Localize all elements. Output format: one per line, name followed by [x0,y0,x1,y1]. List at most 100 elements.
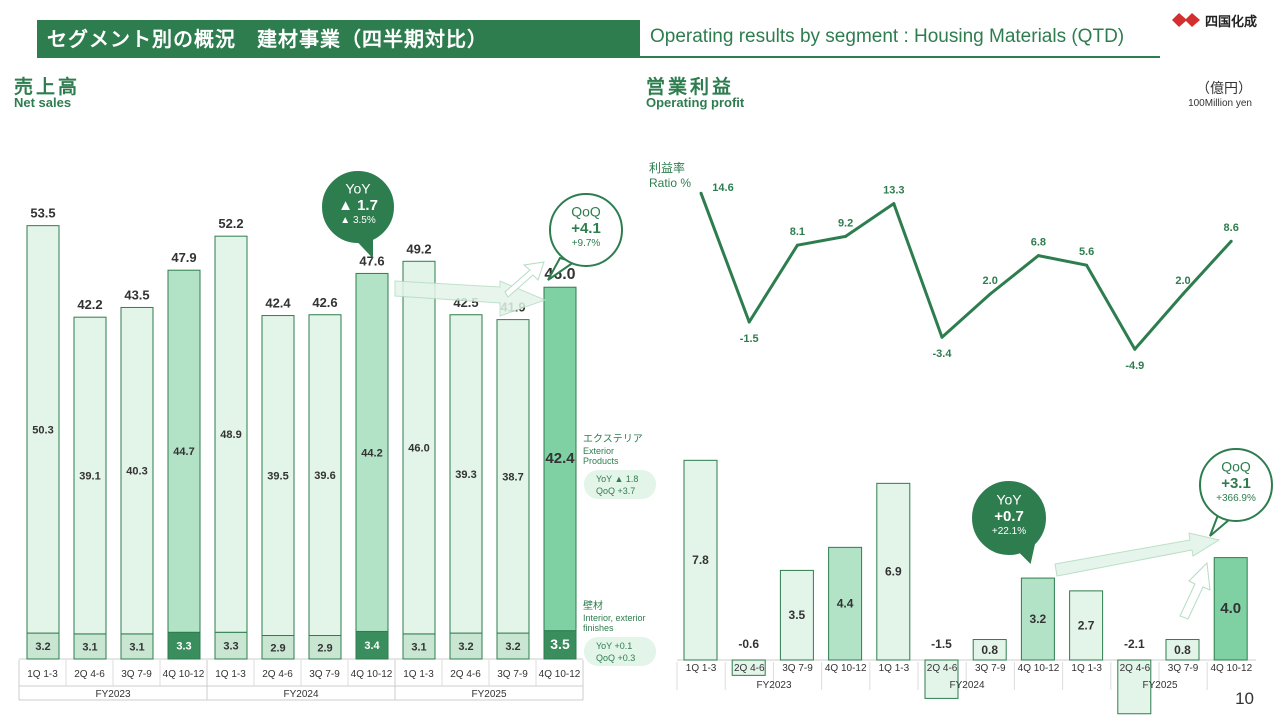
profit-arrow-up-shape [1179,561,1211,620]
profit-qoq-title: QoQ [1221,458,1251,474]
legend-exterior-badge [584,470,656,499]
profit-bar-label: 6.9 [885,565,902,579]
sales-bar-wall [543,630,577,660]
profit-bar-label: 3.5 [789,608,806,622]
logo-mark-icon [1172,13,1200,27]
sales-total-label: 49.2 [406,241,431,256]
sales-bar-exterior [543,286,577,632]
sales-yoy-pct: ▲ 3.5% [340,215,376,226]
legend-wall-badge [584,637,656,666]
sales-total-label: 52.2 [218,216,243,231]
sales-yoy-value: ▲ 1.7 [338,197,378,214]
profit-bar-label: 4.4 [837,597,854,611]
sales-group-label: FY2025 [471,689,506,700]
ratio-label: 2.0 [1175,275,1190,287]
logo-text: 四国化成 [1205,14,1258,30]
sales-arrow-up-shape [504,261,545,298]
sales-wall-label: 2.9 [317,642,332,654]
profit-category-label: 1Q 1-3 [879,663,910,674]
ratio-point [988,292,992,296]
slide-title-en: Operating results by segment : Housing M… [650,26,1125,47]
sales-qoq-bubble [549,193,623,267]
sales-exterior-label: 42.4 [545,450,575,467]
ratio-line [699,192,1233,351]
sales-bar-exterior [308,314,342,637]
sales-total-label: 47.6 [359,253,384,268]
profit-bar-label: 7.8 [692,553,709,567]
sales-bar-exterior [214,235,248,633]
profit-bar [683,459,718,661]
profit-group-label: FY2023 [756,680,791,691]
sales-category-label: 4Q 10-12 [351,669,393,680]
sales-yoy-bubble [322,171,394,243]
ratio-point [892,202,896,206]
profit-bar [779,569,814,661]
ratio-ylabel: Ratio % [649,176,691,190]
ratio-point [940,335,944,339]
legend-exterior-jp: エクステリア [583,433,643,445]
ratio-point [1181,292,1185,296]
sales-group-label: FY2023 [95,689,130,700]
legend-wall-en2: finishes [583,623,614,633]
sales-category-label: 1Q 1-3 [215,669,246,680]
profit-category-label: 3Q 7-9 [975,663,1006,674]
legend-wall-yoy: YoY +0.1 [596,641,632,651]
ratio-label: -1.5 [740,333,759,345]
sales-category-label: 3Q 7-9 [497,669,528,680]
sales-wall-label: 3.1 [82,641,97,653]
ratio-point [1229,239,1233,243]
sales-exterior-label: 40.3 [126,466,147,478]
profit-bar [1020,577,1055,661]
sales-bar-exterior [73,316,107,635]
profit-category-label: 2Q 4-6 [734,663,765,674]
sales-exterior-label: 39.3 [455,469,476,481]
sales-group-label: FY2024 [283,689,318,700]
sales-wall-label: 2.9 [270,642,285,654]
ratio-label: 5.6 [1079,246,1094,258]
sales-qoq-title: QoQ [571,203,601,219]
sales-bar-wall [120,633,154,660]
sales-exterior-label: 48.9 [220,429,241,441]
page-number: 10 [1235,689,1254,708]
sales-wall-label: 3.4 [364,640,380,652]
sales-exterior-label: 44.2 [361,447,382,459]
sales-total-label: 47.9 [171,250,196,265]
profit-bar-label: 3.2 [1030,612,1047,626]
unit-jp: （億円） [1196,81,1252,97]
sales-bar-wall [26,632,60,660]
profit-qoq-pct: +366.9% [1216,493,1256,504]
legend-exterior-en2: Products [583,456,619,466]
sales-wall-label: 3.2 [458,641,473,653]
sales-bar-exterior [261,315,295,637]
sales-wall-label: 3.1 [129,641,144,653]
sales-bar-exterior [496,319,530,634]
profit-qoq-bubble [1199,448,1273,522]
sales-exterior-label: 38.7 [502,471,523,483]
profit-bar-label: -1.5 [931,637,952,651]
sales-bar-wall [167,631,201,660]
sales-total-label: 42.2 [77,297,102,312]
sales-total-label: 42.6 [312,295,337,310]
profit-arrow-shape [1054,532,1221,577]
profit-qoq-value: +3.1 [1221,475,1251,492]
ratio-point [1036,254,1040,258]
profit-bar [828,546,863,661]
ratio-label: 9.2 [838,217,853,229]
ratio-point [1133,347,1137,351]
profit-bar [876,482,911,661]
sales-wall-label: 3.3 [176,641,191,653]
profit-category-label: 3Q 7-9 [782,663,813,674]
sales-category-label: 3Q 7-9 [309,669,340,680]
profit-category-label: 1Q 1-3 [1071,663,1102,674]
sales-category-label: 1Q 1-3 [403,669,434,680]
ratio-label: -3.4 [933,348,953,360]
ratio-label: 2.0 [983,275,998,287]
profit-category-label: 2Q 4-6 [927,663,958,674]
sales-total-label: 43.5 [124,287,149,302]
sales-category-label: 3Q 7-9 [121,669,152,680]
operating-profit-title-jp: 営業利益 [646,76,735,98]
ratio-label: 8.6 [1224,222,1239,234]
profit-bar-label: 4.0 [1220,600,1241,617]
sales-category-label: 2Q 4-6 [450,669,481,680]
